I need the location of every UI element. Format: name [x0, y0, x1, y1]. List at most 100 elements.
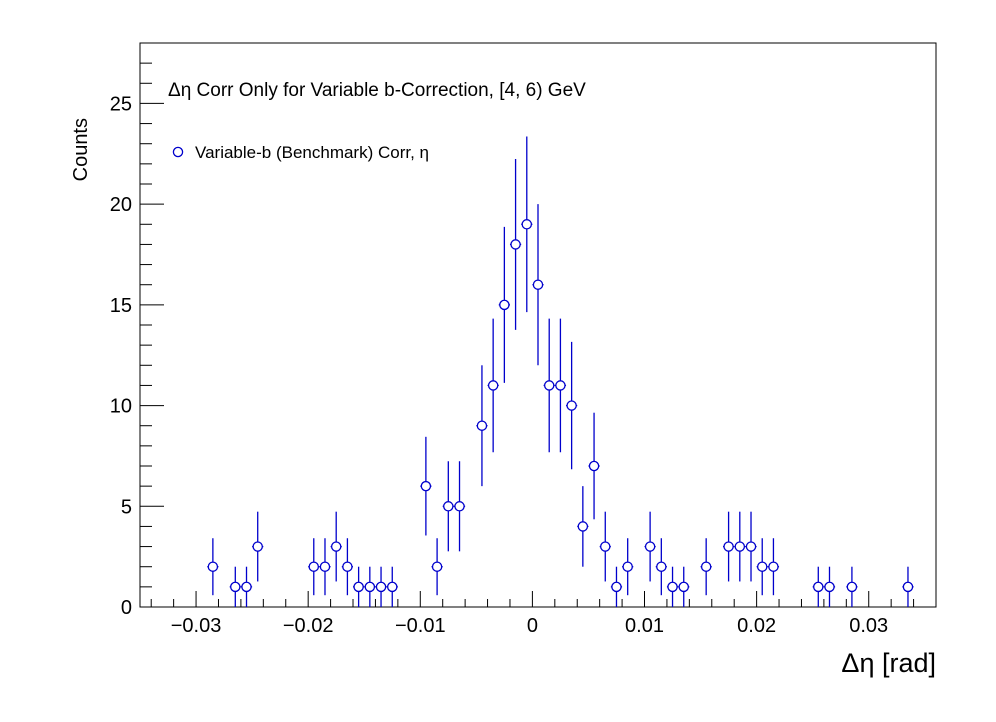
data-marker — [588, 460, 600, 472]
data-point — [902, 566, 914, 607]
legend-marker — [172, 146, 184, 158]
data-marker — [420, 480, 432, 492]
data-point — [442, 461, 454, 552]
data-marker — [207, 561, 219, 572]
data-point — [846, 566, 858, 607]
data-point — [577, 486, 589, 567]
data-marker — [342, 561, 353, 572]
data-marker — [577, 521, 589, 532]
data-marker — [532, 279, 544, 290]
data-marker — [387, 581, 398, 593]
data-point — [431, 538, 443, 596]
data-point — [386, 566, 398, 607]
data-marker — [308, 561, 320, 572]
data-marker — [846, 581, 858, 593]
data-marker — [330, 541, 342, 552]
data-point — [722, 511, 735, 582]
data-marker — [230, 581, 241, 593]
data-point — [745, 511, 757, 582]
data-point — [229, 566, 241, 607]
data-marker — [756, 561, 768, 572]
data-marker — [745, 541, 757, 552]
x-tick-label: 0.03 — [849, 615, 888, 637]
data-marker — [510, 239, 521, 250]
data-point — [644, 511, 656, 582]
x-tick-label: −0.02 — [283, 615, 334, 637]
data-marker — [768, 561, 779, 572]
data-point — [666, 566, 679, 607]
data-point — [554, 318, 567, 453]
x-tick-label: −0.03 — [171, 615, 222, 637]
data-marker — [824, 581, 835, 593]
data-point — [610, 566, 623, 607]
data-point — [700, 538, 712, 596]
data-marker — [375, 581, 387, 593]
data-point — [812, 566, 824, 607]
data-marker — [555, 380, 566, 391]
data-marker — [241, 581, 252, 593]
data-marker — [521, 219, 533, 230]
data-points — [207, 136, 914, 607]
data-marker — [454, 501, 465, 512]
data-point — [532, 204, 544, 366]
data-point — [767, 538, 780, 596]
data-point — [655, 538, 667, 596]
x-axis-title: Δη [rad] — [841, 648, 936, 678]
data-point — [487, 318, 499, 453]
data-point — [319, 538, 331, 596]
legend: Variable-b (Benchmark) Corr, η — [172, 143, 429, 162]
x-tick-label: 0.02 — [737, 615, 776, 637]
data-point — [330, 511, 342, 582]
data-point — [353, 566, 365, 607]
data-point — [240, 566, 253, 607]
data-marker — [364, 581, 376, 593]
data-marker — [644, 541, 656, 552]
data-point — [308, 538, 320, 596]
data-marker — [678, 581, 689, 593]
y-tick-label: 10 — [110, 396, 132, 418]
y-axis: 0 5 10 15 20 25 — [110, 42, 164, 619]
data-marker — [902, 581, 914, 593]
data-marker — [487, 380, 499, 391]
data-point — [734, 511, 746, 582]
data-marker — [353, 581, 364, 593]
y-tick-label: 15 — [110, 295, 132, 317]
data-marker — [611, 581, 622, 593]
data-point — [341, 538, 354, 596]
x-tick-label: 0 — [527, 615, 538, 637]
data-marker — [734, 541, 746, 552]
data-marker — [813, 581, 824, 593]
data-marker — [319, 561, 331, 572]
data-point — [622, 538, 634, 596]
y-tick-label: 25 — [110, 93, 132, 115]
data-point — [756, 538, 768, 596]
data-marker — [252, 541, 263, 552]
x-tick-label: 0.01 — [625, 615, 664, 637]
data-point — [420, 436, 432, 536]
data-point — [678, 566, 690, 607]
data-point — [476, 365, 488, 487]
x-axis: −0.03 −0.02 −0.01 0 0.01 0.02 0.03 — [150, 591, 937, 637]
data-point — [375, 566, 387, 607]
y-tick-label: 0 — [121, 597, 132, 619]
data-point — [498, 226, 510, 383]
data-point — [252, 511, 264, 582]
data-point — [453, 461, 466, 552]
data-point — [566, 341, 578, 470]
data-marker — [656, 561, 667, 572]
data-marker — [543, 380, 555, 391]
data-marker — [476, 420, 488, 431]
data-marker — [667, 581, 678, 593]
data-point — [207, 538, 219, 596]
data-marker — [566, 400, 577, 411]
data-point — [509, 158, 522, 330]
data-point — [364, 566, 376, 607]
chart-title: Δη Corr Only for Variable b-Correction, … — [168, 80, 586, 101]
y-axis-title: Counts — [70, 118, 92, 181]
legend-label: Variable-b (Benchmark) Corr, η — [195, 143, 429, 162]
data-marker — [443, 501, 454, 512]
data-marker — [700, 561, 712, 572]
data-marker — [499, 299, 510, 311]
